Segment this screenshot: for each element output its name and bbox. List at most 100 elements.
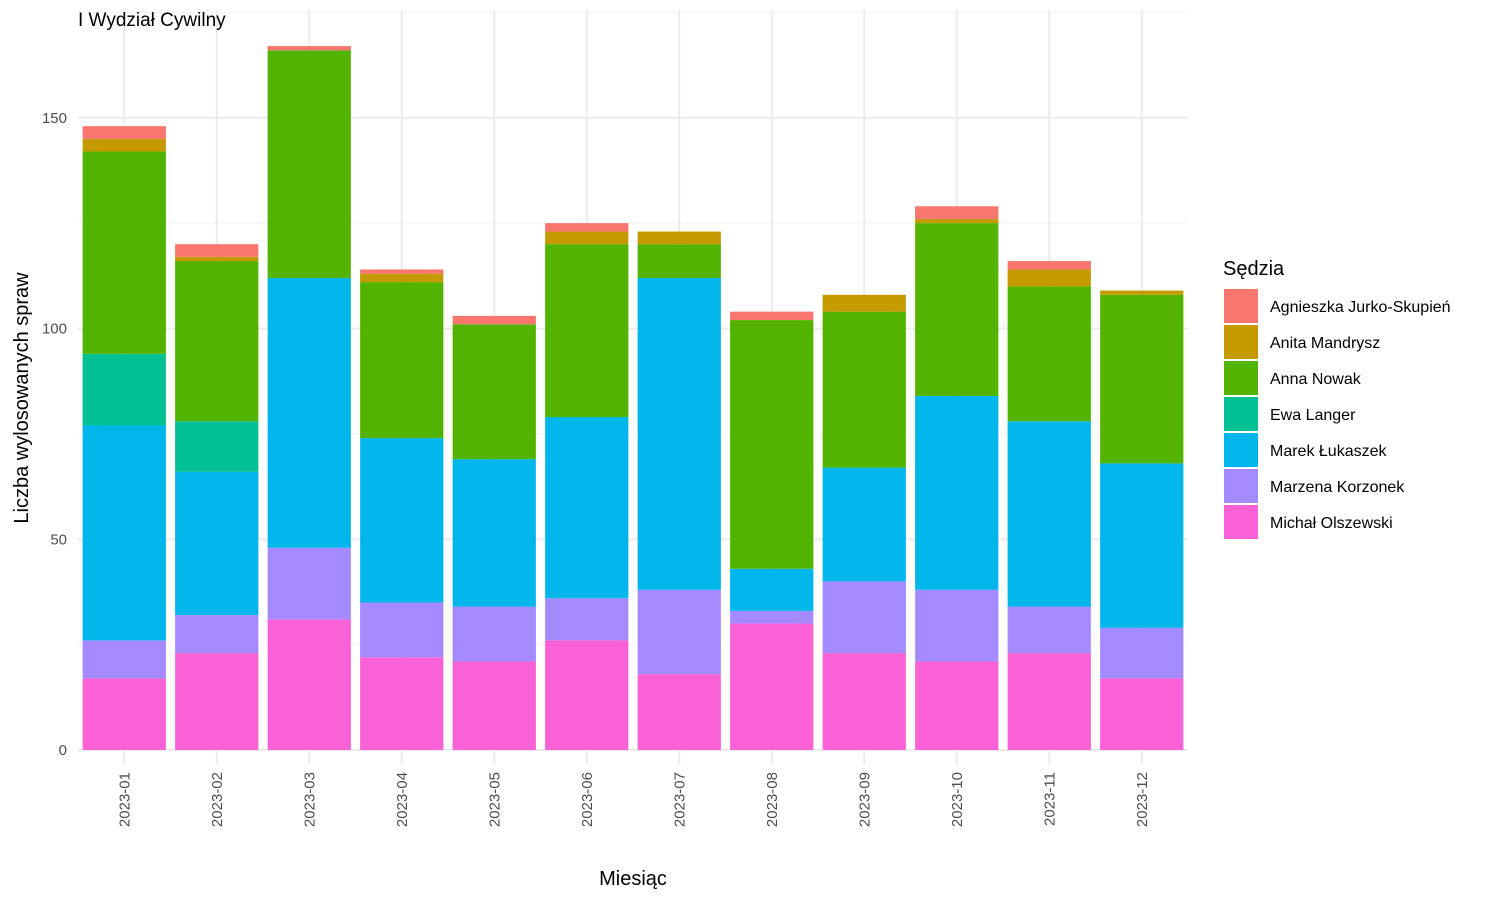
bar-segment [175, 261, 259, 422]
bar-segment [915, 661, 999, 750]
bar-segment [1007, 269, 1091, 287]
x-tick-label: 2023-03 [301, 772, 318, 827]
bar-segment [545, 244, 629, 418]
bar-segment [82, 126, 166, 139]
legend-label: Ewa Langer [1270, 407, 1356, 424]
bar-segment [915, 206, 999, 219]
bar-segment [1100, 627, 1184, 679]
chart-title: I Wydział Cywilny [78, 10, 226, 31]
bar-segment [452, 459, 536, 607]
y-axis-title: Liczba wylosowanych spraw [11, 272, 33, 524]
x-tick-label: 2023-11 [1041, 772, 1058, 826]
x-tick-label: 2023-09 [856, 772, 873, 827]
x-axis-ticks: 2023-01 2023-02 2023-03 2023-04 2023-05 2023-… [116, 772, 1151, 827]
bar-segment [267, 46, 351, 51]
bar-segment [360, 657, 444, 750]
bar-segment [175, 653, 259, 750]
bar-segment [730, 320, 814, 569]
x-tick-label: 2023-10 [949, 772, 966, 827]
bar-segment [730, 623, 814, 750]
bar-segment [360, 282, 444, 439]
bar-segment [822, 311, 906, 468]
bar-segment [175, 615, 259, 654]
legend-label: Marek Łukaszek [1270, 443, 1387, 460]
bar-segment [267, 547, 351, 620]
bar-segment [1007, 286, 1091, 422]
legend-swatch [1224, 325, 1258, 359]
bar-segment [360, 269, 444, 274]
x-tick-label: 2023-06 [579, 772, 596, 827]
bar-segment [730, 311, 814, 321]
bar-segment [1007, 653, 1091, 750]
legend-swatch [1224, 505, 1258, 539]
legend-title: Sędzia [1223, 258, 1285, 280]
x-tick-label: 2023-02 [209, 772, 226, 827]
bar-segment [175, 471, 259, 616]
bar-segment [915, 223, 999, 396]
bar-segment [360, 273, 444, 283]
bar-segment [637, 674, 721, 750]
x-tick-label: 2023-07 [671, 772, 688, 827]
y-axis-ticks: 0 50 100 150 [42, 110, 67, 759]
bar-segment [452, 606, 536, 662]
bar-segment [267, 50, 351, 278]
legend-swatch [1224, 397, 1258, 431]
bar-segment [1100, 294, 1184, 464]
legend-swatch [1224, 361, 1258, 395]
bar-segment [822, 294, 906, 312]
bar-segment [1100, 678, 1184, 750]
bars [82, 46, 1184, 750]
bar-segment [915, 218, 999, 224]
bar-segment [822, 653, 906, 750]
bar-segment [1100, 290, 1184, 295]
bar-segment [452, 324, 536, 460]
bar-segment [822, 581, 906, 654]
x-tick-label: 2023-05 [486, 772, 503, 827]
legend-swatch [1224, 433, 1258, 467]
legend: Sędzia Agnieszka Jurko-Skupień Anita Mand… [1223, 258, 1451, 539]
bar-segment [637, 231, 721, 245]
bar-segment [82, 151, 166, 354]
bar-segment [545, 223, 629, 232]
x-axis-title: Miesiąc [599, 868, 667, 890]
bar-segment [1007, 606, 1091, 654]
bar-segment [637, 277, 721, 590]
bar-segment [82, 640, 166, 679]
bar-segment [1007, 261, 1091, 270]
x-tick-label: 2023-04 [394, 772, 411, 827]
bar-segment [730, 610, 814, 624]
bar-segment [82, 353, 166, 426]
bar-segment [915, 589, 999, 662]
legend-swatch [1224, 289, 1258, 323]
legend-swatch [1224, 469, 1258, 503]
bar-segment [82, 425, 166, 641]
bar-segment [915, 395, 999, 590]
bar-segment [82, 138, 166, 152]
legend-label: Agnieszka Jurko-Skupień [1270, 299, 1451, 316]
bar-segment [730, 568, 814, 611]
bar-segment [545, 598, 629, 641]
bar-segment [637, 244, 721, 278]
bar-segment [1100, 463, 1184, 628]
bar-segment [545, 231, 629, 245]
y-tick-label: 50 [50, 531, 67, 548]
legend-label: Michał Olszewski [1270, 515, 1393, 532]
bar-segment [82, 678, 166, 750]
legend-label: Anita Mandrysz [1270, 335, 1380, 352]
legend-label: Anna Nowak [1270, 371, 1362, 388]
bar-segment [360, 438, 444, 603]
bar-segment [637, 589, 721, 675]
legend-label: Marzena Korzonek [1270, 479, 1405, 496]
y-tick-label: 150 [42, 110, 67, 127]
bar-segment [545, 640, 629, 750]
bar-segment [175, 256, 259, 262]
y-tick-label: 0 [59, 742, 67, 759]
bar-segment [267, 619, 351, 750]
bar-segment [452, 315, 536, 325]
x-tick-label: 2023-08 [764, 772, 781, 827]
bar-segment [175, 421, 259, 472]
bar-segment [822, 467, 906, 582]
y-tick-label: 100 [42, 321, 67, 338]
bar-segment [267, 277, 351, 548]
